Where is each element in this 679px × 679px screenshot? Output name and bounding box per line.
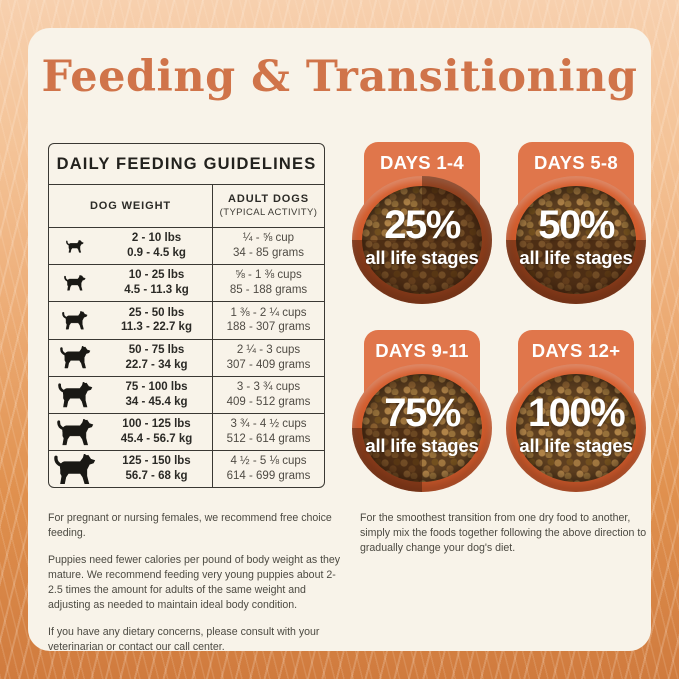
table-row: 2 - 10 lbs 0.9 - 4.5 kg ¼ - ⅝ cup 34 - 85 … [49,228,324,266]
transition-note: For the smoothest transition from one dr… [360,511,652,568]
mix-percent: 50% [538,203,615,247]
fill-shade-overlay [506,176,646,304]
column-header-adult-dogs: ADULT DOGS (TYPICAL ACTIVITY) [212,185,324,227]
dog-silhouette-icon [64,275,86,291]
weight-cell: 50 - 75 lbs 22.7 - 34 kg [125,343,188,371]
mix-percent: 75% [384,391,461,435]
weight-cell: 25 - 50 lbs 11.3 - 22.7 kg [121,306,192,334]
column-header-adult-dogs-line2: (TYPICAL ACTIVITY) [219,206,318,218]
note-puppies: Puppies need fewer calories per pound of… [48,554,341,611]
kibble-bowl [352,176,492,304]
mix-percent: 100% [527,391,626,435]
life-stages-label: all life stages [519,435,633,456]
weight-cell: 125 - 150 lbs 56.7 - 68 kg [122,455,191,483]
kibble-bowl [506,364,646,492]
table-row: 25 - 50 lbs 11.3 - 22.7 kg 1 ⅜ - 2 ¼ cups… [49,302,324,340]
life-stages-label: all life stages [365,247,479,268]
dog-silhouette-icon [57,381,92,408]
days-label: DAYS 9-11 [375,340,469,361]
note-dietary-concerns: If you have any dietary concerns, please… [48,626,320,653]
kibble-bowl [506,176,646,304]
kibble-texture [516,374,636,482]
days-label: DAYS 1-4 [380,152,464,173]
transition-step-4: DAYS 12+ 100% all life stages [506,330,646,506]
kibble-texture [516,186,636,294]
transition-step-2: DAYS 5-8 50% all life stages [506,142,646,318]
dog-silhouette-icon [59,346,90,369]
weight-cell: 100 - 125 lbs 45.4 - 56.7 kg [120,418,193,446]
life-stages-label: all life stages [519,247,633,268]
kibble-texture [362,374,482,482]
kibble-bowl [352,364,492,492]
fill-shade-overlay [352,176,492,304]
table-row: 50 - 75 lbs 22.7 - 34 kg 2 ¼ - 3 cups 307 … [49,339,324,377]
table-row: 100 - 125 lbs 45.4 - 56.7 kg 3 ¾ - 4 ½ cu… [49,413,324,452]
amount-cell: 2 ¼ - 3 cups 307 - 409 grams [212,339,324,376]
table-header-row: DOG WEIGHT ADULT DOGS (TYPICAL ACTIVITY) [49,185,324,228]
dog-silhouette-icon [56,418,93,445]
days-label: DAYS 5-8 [534,152,618,173]
amount-cell: 1 ⅜ - 2 ¼ cups 188 - 307 grams [212,302,324,339]
table-row: 75 - 100 lbs 34 - 45.4 kg 3 - 3 ¾ cups 409… [49,376,324,414]
note-transition: For the smoothest transition from one dr… [360,512,647,554]
fill-shade-overlay [352,364,492,492]
weight-cell: 75 - 100 lbs 34 - 45.4 kg [125,380,188,408]
table-title: DAILY FEEDING GUIDELINES [49,144,324,185]
column-header-dog-weight: DOG WEIGHT [89,200,172,212]
column-header-adult-dogs-line1: ADULT DOGS [228,193,309,206]
mix-percent: 25% [384,203,461,247]
amount-cell: ¼ - ⅝ cup 34 - 85 grams [212,228,324,265]
amount-cell: 4 ½ - 5 ⅛ cups 614 - 699 grams [212,451,324,488]
transition-step-1: DAYS 1-4 25% all life stages [352,142,492,318]
table-row: 125 - 150 lbs 56.7 - 68 kg 4 ½ - 5 ⅛ cups… [49,451,324,488]
dog-silhouette-icon [66,239,84,253]
amount-cell: 3 - 3 ¾ cups 409 - 512 grams [212,376,324,413]
dog-silhouette-icon [62,310,88,330]
amount-cell: 3 ¾ - 4 ½ cups 512 - 614 grams [212,413,324,451]
weight-cell: 10 - 25 lbs 4.5 - 11.3 kg [124,269,189,297]
feeding-guidelines-table: DAILY FEEDING GUIDELINES DOG WEIGHT ADUL… [48,143,325,489]
table-row: 10 - 25 lbs 4.5 - 11.3 kg ⅝ - 1 ⅜ cups 85 … [49,265,324,303]
feeding-notes: For pregnant or nursing females, we reco… [48,511,346,667]
kibble-texture [362,186,482,294]
amount-cell: ⅝ - 1 ⅜ cups 85 - 188 grams [212,265,324,302]
life-stages-label: all life stages [365,435,479,456]
days-label: DAYS 12+ [531,340,621,361]
dog-silhouette-icon [54,453,96,484]
transition-step-3: DAYS 9-11 75% all life stages [352,330,492,506]
weight-cell: 2 - 10 lbs 0.9 - 4.5 kg [127,232,186,260]
page-title: Feeding & Transitioning [41,52,638,102]
note-pregnant-nursing: For pregnant or nursing females, we reco… [48,512,332,539]
